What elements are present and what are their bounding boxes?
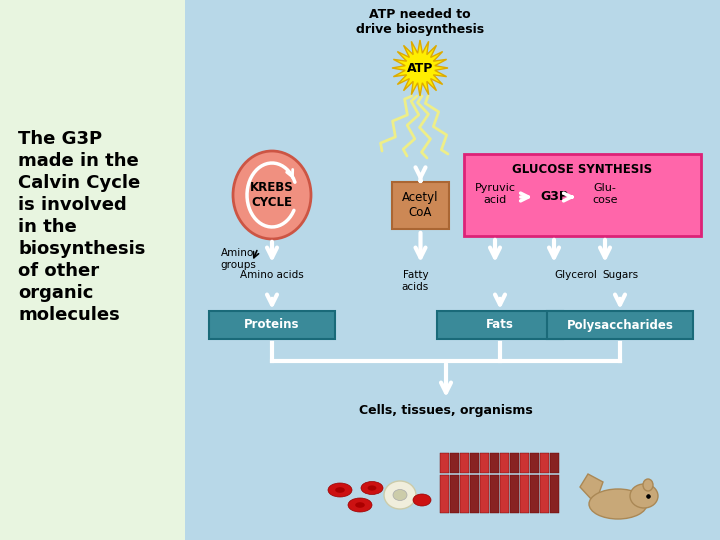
FancyBboxPatch shape <box>464 154 701 236</box>
Polygon shape <box>580 474 603 500</box>
Bar <box>440 475 449 513</box>
Bar <box>520 475 529 513</box>
Bar <box>550 453 559 473</box>
Text: of other: of other <box>18 262 99 280</box>
Text: Cells, tissues, organisms: Cells, tissues, organisms <box>359 404 533 417</box>
Text: made in the: made in the <box>18 152 139 170</box>
Text: Proteins: Proteins <box>244 319 300 332</box>
Ellipse shape <box>355 502 365 508</box>
Text: biosynthesis: biosynthesis <box>18 240 145 258</box>
Bar <box>0 0 185 540</box>
Ellipse shape <box>643 479 653 491</box>
Ellipse shape <box>233 151 311 239</box>
Bar <box>440 453 449 473</box>
Text: organic: organic <box>18 284 94 302</box>
Bar <box>490 475 499 513</box>
Bar <box>550 475 559 513</box>
Bar <box>540 453 549 473</box>
Bar <box>470 475 479 513</box>
Ellipse shape <box>384 481 416 509</box>
Bar <box>510 475 519 513</box>
Text: G3P: G3P <box>540 191 568 204</box>
Text: is involved: is involved <box>18 196 127 214</box>
Text: in the: in the <box>18 218 77 236</box>
Polygon shape <box>392 40 448 96</box>
Bar <box>520 453 529 473</box>
Text: Fats: Fats <box>486 319 514 332</box>
Text: molecules: molecules <box>18 306 120 324</box>
Ellipse shape <box>368 485 377 491</box>
Bar <box>530 475 539 513</box>
Bar <box>510 453 519 473</box>
Bar <box>470 453 479 473</box>
Text: KREBS
CYCLE: KREBS CYCLE <box>250 181 294 209</box>
FancyBboxPatch shape <box>392 182 449 229</box>
Ellipse shape <box>630 484 658 508</box>
FancyBboxPatch shape <box>209 311 335 339</box>
Text: Acetyl
CoA: Acetyl CoA <box>402 192 438 219</box>
Ellipse shape <box>589 489 647 519</box>
Bar <box>530 453 539 473</box>
Text: Calvin Cycle: Calvin Cycle <box>18 174 140 192</box>
Ellipse shape <box>361 482 383 495</box>
Text: Glycerol: Glycerol <box>554 270 597 280</box>
Text: ATP needed to
drive biosynthesis: ATP needed to drive biosynthesis <box>356 8 484 36</box>
Ellipse shape <box>393 489 407 501</box>
Bar <box>490 453 499 473</box>
Ellipse shape <box>348 498 372 512</box>
Bar <box>540 475 549 513</box>
Bar <box>480 475 489 513</box>
FancyBboxPatch shape <box>547 311 693 339</box>
FancyBboxPatch shape <box>437 311 563 339</box>
Text: Amino
groups: Amino groups <box>220 248 256 269</box>
Bar <box>460 475 469 513</box>
Bar <box>480 453 489 473</box>
Bar <box>500 453 509 473</box>
Bar <box>450 453 459 473</box>
Text: The G3P: The G3P <box>18 130 102 148</box>
Ellipse shape <box>336 487 345 493</box>
Text: Polysaccharides: Polysaccharides <box>567 319 673 332</box>
Bar <box>450 475 459 513</box>
Text: GLUCOSE SYNTHESIS: GLUCOSE SYNTHESIS <box>513 163 652 176</box>
Text: Glu-
cose: Glu- cose <box>593 183 618 205</box>
Bar <box>500 475 509 513</box>
Text: ATP: ATP <box>407 62 433 75</box>
Ellipse shape <box>413 494 431 506</box>
Text: Sugars: Sugars <box>602 270 638 280</box>
Bar <box>460 453 469 473</box>
Text: Fatty
acids: Fatty acids <box>402 270 429 292</box>
Text: Pyruvic
acid: Pyruvic acid <box>474 183 516 205</box>
Ellipse shape <box>328 483 352 497</box>
Text: Amino acids: Amino acids <box>240 270 304 280</box>
Bar <box>185 0 720 540</box>
